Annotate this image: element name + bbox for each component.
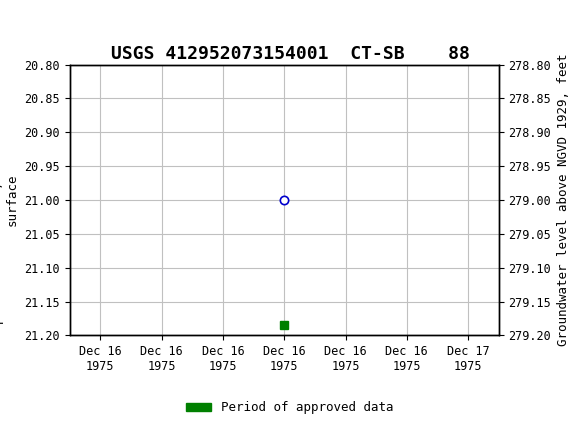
Text: ≡USGS: ≡USGS — [6, 12, 93, 33]
Y-axis label: Groundwater level above NGVD 1929, feet: Groundwater level above NGVD 1929, feet — [557, 54, 570, 346]
Text: USGS 412952073154001  CT-SB    88: USGS 412952073154001 CT-SB 88 — [111, 45, 469, 63]
Legend: Period of approved data: Period of approved data — [181, 396, 399, 419]
Y-axis label: Depth to water level, feet below land
surface: Depth to water level, feet below land su… — [0, 61, 19, 339]
Text: ≈: ≈ — [3, 11, 24, 34]
